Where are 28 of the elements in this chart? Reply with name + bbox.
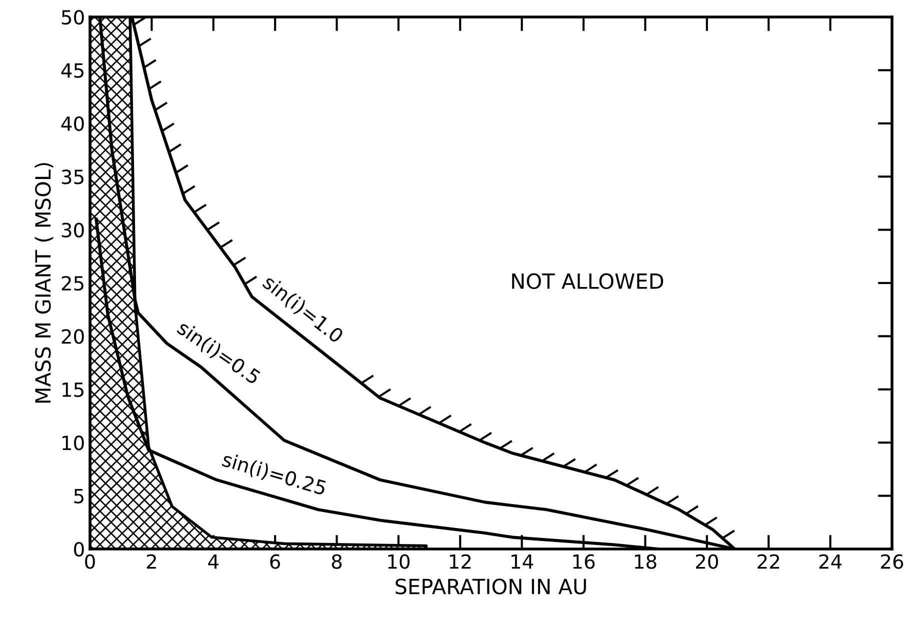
- y-tick-label: 5: [74, 489, 84, 504]
- y-tick-label: 10: [62, 436, 84, 450]
- y-tick-label: 45: [61, 63, 84, 78]
- x-tick-label: 0: [85, 554, 95, 569]
- x-tick-label: 24: [819, 554, 842, 569]
- y-tick-label: 40: [61, 116, 84, 132]
- x-tick-label: 2: [146, 554, 156, 569]
- y-tick-label: 25: [62, 276, 84, 291]
- y-tick-label: 35: [62, 170, 84, 184]
- y-tick-label: 20: [62, 329, 84, 344]
- y-tick-label: 30: [62, 222, 84, 238]
- x-tick-label: 6: [270, 554, 280, 569]
- x-tick-label: 18: [634, 554, 656, 569]
- y-tick-label: 15: [62, 382, 84, 398]
- y-tick-label: 0: [74, 542, 84, 557]
- x-tick-label: 8: [332, 554, 342, 569]
- y-tick-label: 50: [62, 10, 84, 25]
- x-tick-label: 20: [696, 554, 718, 569]
- x-tick-label: 26: [881, 554, 904, 569]
- x-tick-label: 12: [450, 554, 471, 569]
- x-tick-label: 22: [758, 554, 780, 569]
- x-axis-title: SEPARATION IN AU: [396, 578, 586, 594]
- x-tick-label: 4: [208, 554, 218, 569]
- x-tick-label: 10: [388, 554, 410, 569]
- annotation: NOT ALLOWED: [512, 273, 664, 290]
- x-tick-label: 16: [573, 554, 595, 569]
- x-tick-label: 14: [512, 554, 534, 569]
- y-axis-title: MASS M GIANT ( MSOL): [34, 163, 54, 403]
